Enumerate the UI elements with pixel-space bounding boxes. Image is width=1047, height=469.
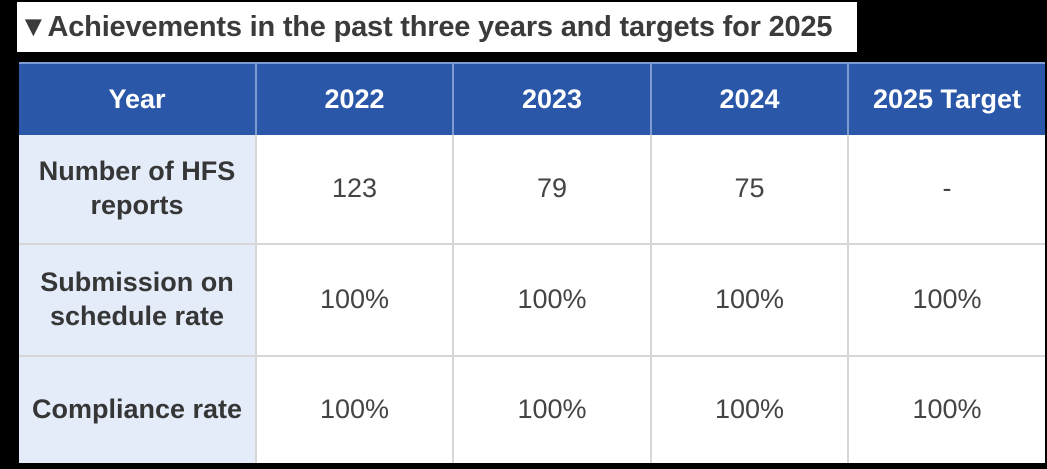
- table-title: ▼Achievements in the past three years an…: [19, 10, 833, 43]
- row-label-compliance-rate: Compliance rate: [19, 355, 255, 463]
- value-compliance-rate-2023: 100%: [452, 355, 650, 463]
- value-hfs-reports-2023: 79: [452, 135, 650, 243]
- value-compliance-rate-2025-target: 100%: [847, 355, 1045, 463]
- value-hfs-reports-2025-target: -: [847, 135, 1045, 243]
- value-submission-rate-2022: 100%: [255, 243, 452, 355]
- column-header-year: Year: [19, 62, 255, 135]
- column-header-2022: 2022: [255, 62, 452, 135]
- title-strip: ▼Achievements in the past three years an…: [17, 2, 857, 52]
- row-label-number-of-hfs-reports: Number of HFS reports: [19, 135, 255, 243]
- column-header-2024: 2024: [650, 62, 847, 135]
- achievements-table: Year 2022 2023 2024 2025 Target Number o…: [19, 62, 1045, 463]
- value-submission-rate-2024: 100%: [650, 243, 847, 355]
- column-header-2023: 2023: [452, 62, 650, 135]
- value-hfs-reports-2022: 123: [255, 135, 452, 243]
- value-submission-rate-2023: 100%: [452, 243, 650, 355]
- value-compliance-rate-2022: 100%: [255, 355, 452, 463]
- row-label-submission-on-schedule-rate: Submission on schedule rate: [19, 243, 255, 355]
- value-submission-rate-2025-target: 100%: [847, 243, 1045, 355]
- value-hfs-reports-2024: 75: [650, 135, 847, 243]
- column-header-2025-target: 2025 Target: [847, 62, 1045, 135]
- value-compliance-rate-2024: 100%: [650, 355, 847, 463]
